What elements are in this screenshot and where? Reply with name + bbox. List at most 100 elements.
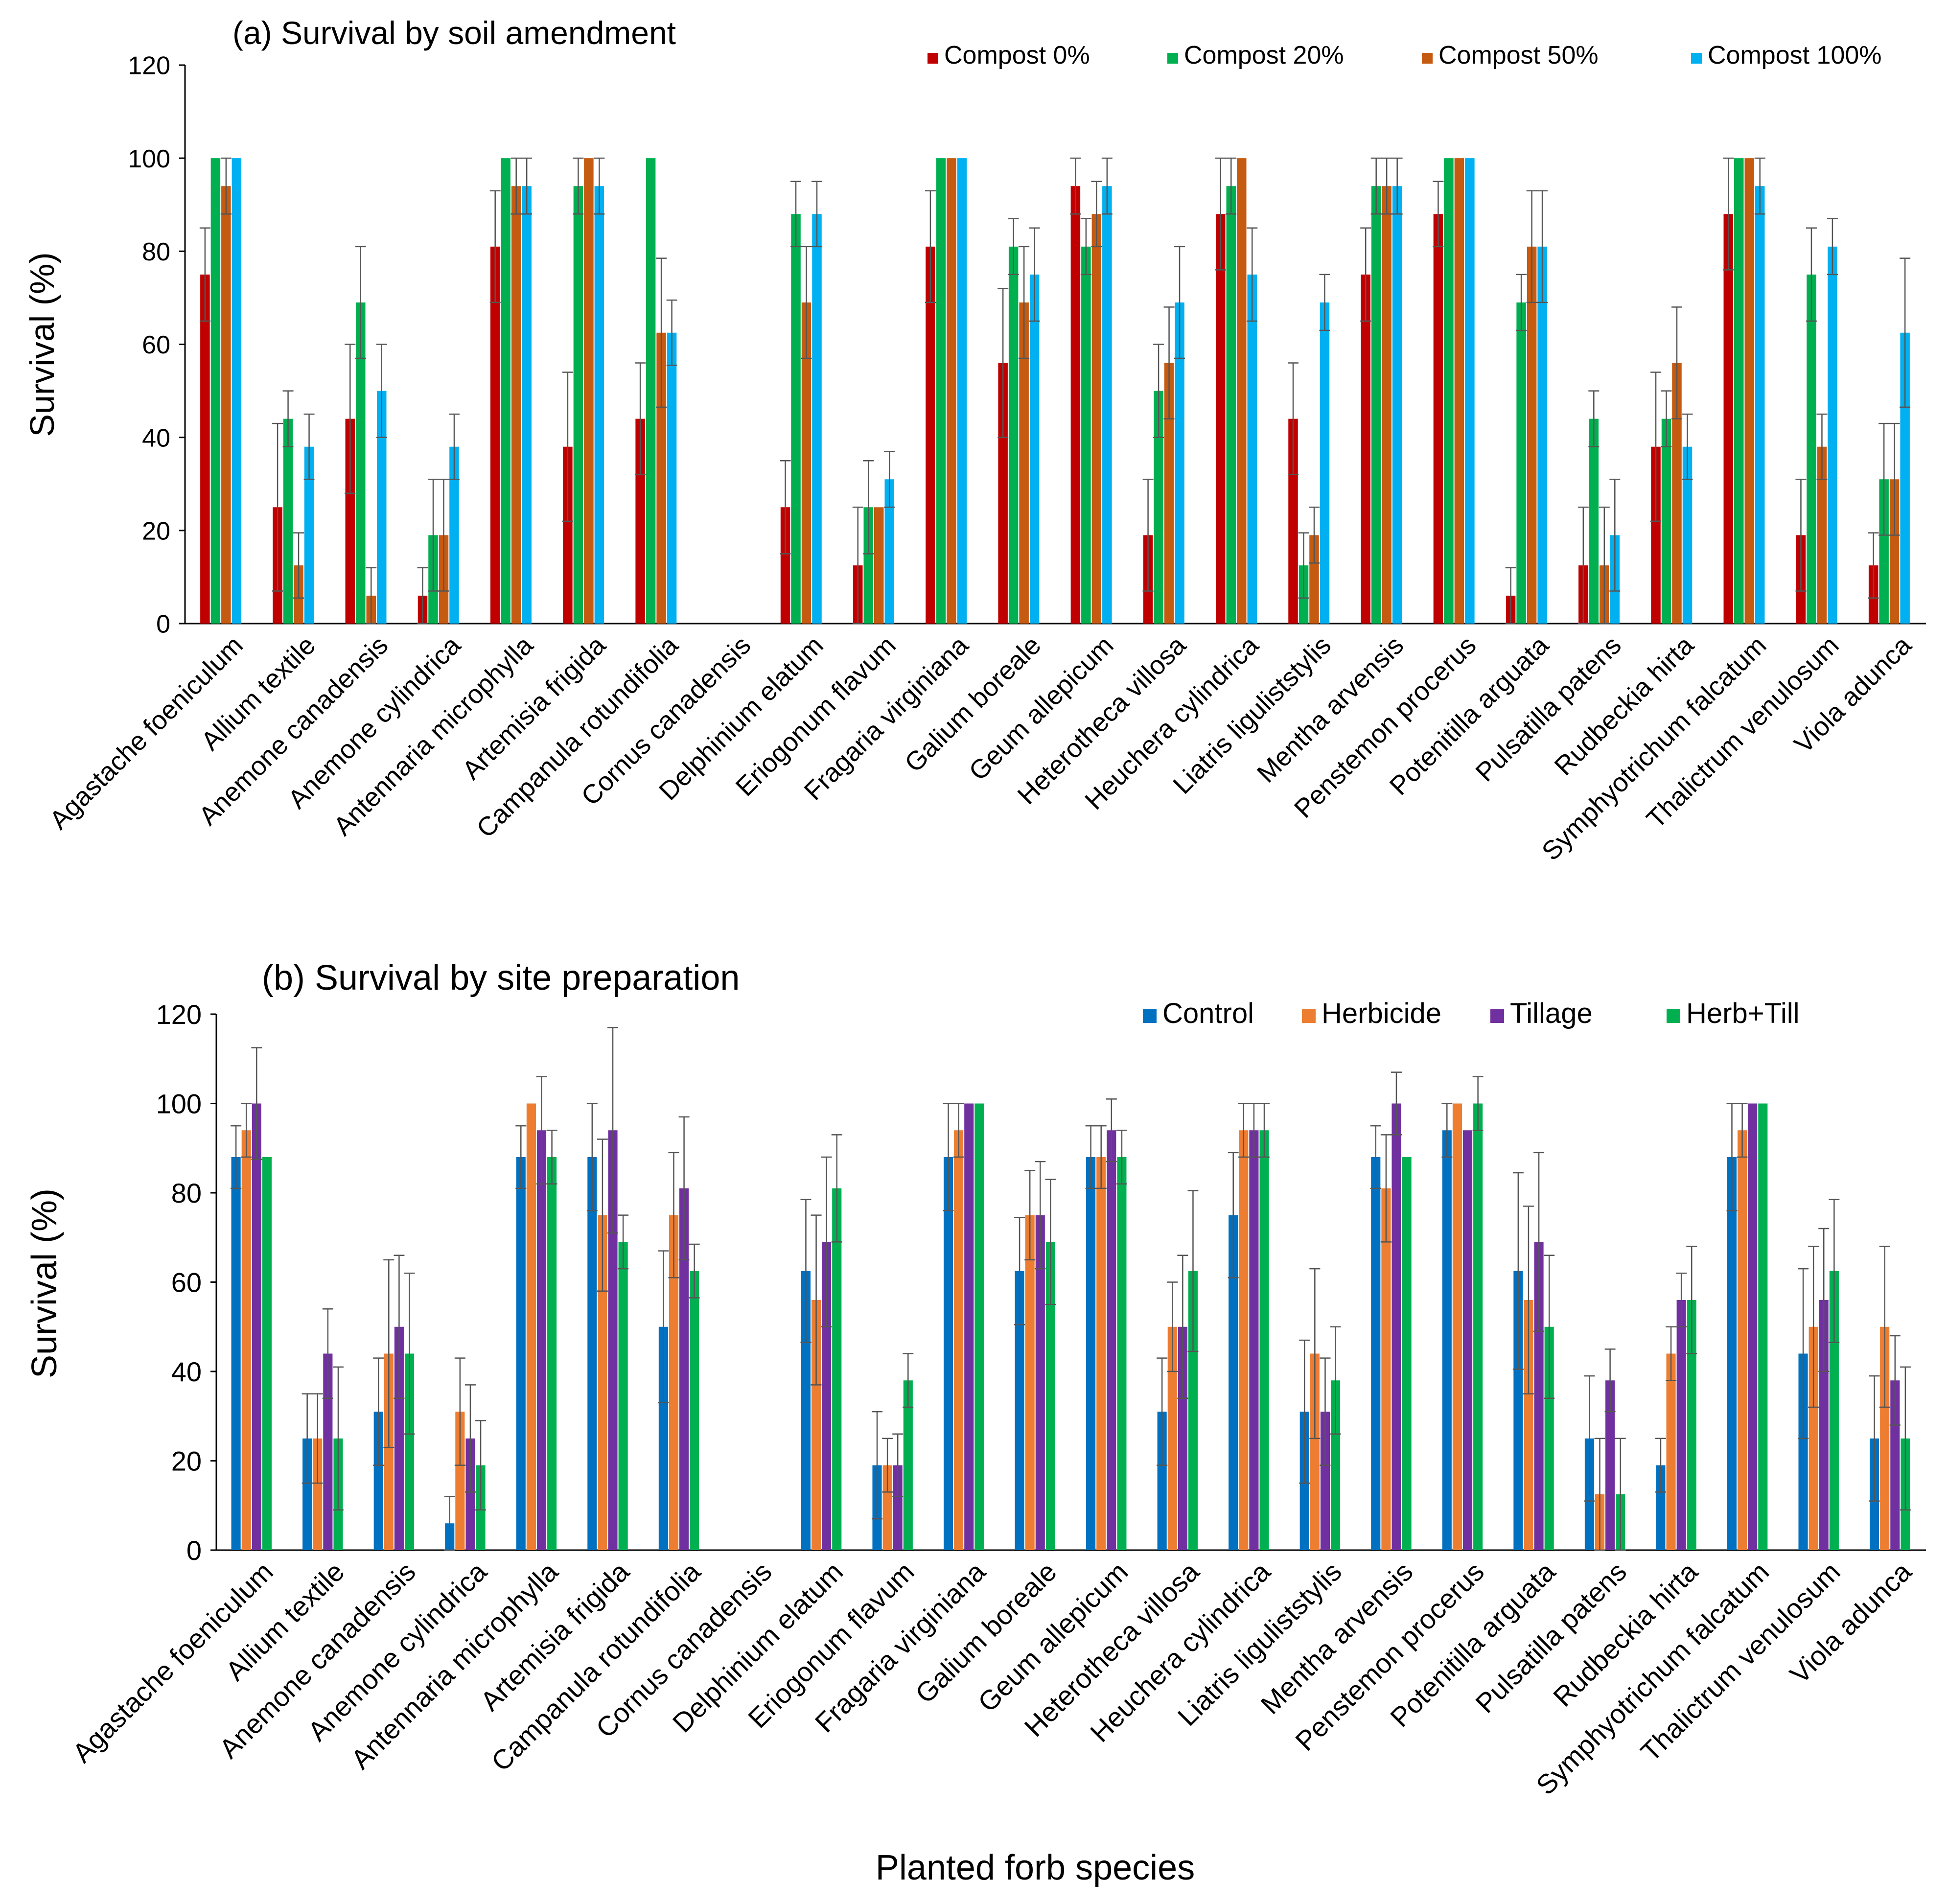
bar [1402, 1157, 1412, 1550]
bar [1534, 1242, 1544, 1550]
bar [1513, 1271, 1523, 1550]
bar [1651, 446, 1661, 624]
bar [926, 246, 935, 624]
y-tick-label: 80 [171, 1178, 202, 1208]
bar [1259, 1130, 1269, 1550]
bar [1288, 418, 1298, 624]
bar [1178, 1326, 1187, 1550]
bar [812, 214, 822, 624]
bar [1239, 1130, 1249, 1550]
bar [656, 332, 666, 624]
bar [522, 186, 532, 624]
bar [1452, 1103, 1462, 1550]
legend-entry: Tillage [1510, 998, 1593, 1029]
bar [1216, 214, 1226, 624]
bar [547, 1157, 557, 1550]
bar [1817, 446, 1827, 624]
bar [1433, 214, 1443, 624]
bar [511, 186, 521, 624]
bar [801, 302, 812, 624]
bar [893, 1465, 903, 1550]
bar [1880, 1326, 1890, 1550]
bar [1829, 1271, 1839, 1550]
y-tick-label: 80 [142, 238, 170, 266]
bar [490, 246, 500, 624]
bar [1828, 246, 1837, 624]
bar [573, 186, 583, 624]
bar [1687, 1300, 1696, 1550]
bar [801, 1271, 811, 1550]
bar [1605, 1380, 1615, 1550]
bar [1589, 418, 1599, 624]
bar [1081, 246, 1091, 624]
bar [957, 158, 967, 624]
bar [1382, 186, 1391, 624]
y-tick-label: 40 [142, 424, 170, 452]
legend-entry: Compost 20% [1184, 41, 1344, 70]
bar [1310, 1353, 1320, 1550]
bar [936, 158, 946, 624]
bar [1381, 1188, 1391, 1550]
bar [323, 1353, 333, 1550]
bar [1544, 1326, 1554, 1550]
bar [1167, 1326, 1177, 1550]
bar [302, 1438, 312, 1550]
bar [1019, 302, 1029, 624]
bar [1035, 1215, 1045, 1550]
bar [1330, 1380, 1341, 1550]
bar [1320, 302, 1330, 624]
bar [874, 507, 884, 624]
bar [465, 1438, 475, 1550]
bar [232, 158, 242, 624]
y-tick-label: 120 [128, 52, 170, 80]
bar [1524, 1300, 1533, 1550]
bar [210, 158, 221, 624]
bar [373, 1412, 383, 1550]
bar [1758, 1103, 1768, 1550]
legend-entry: Compost 50% [1438, 41, 1599, 70]
bar [587, 1157, 597, 1550]
legend-swatch [1143, 1009, 1157, 1023]
bar [200, 274, 210, 624]
bar [1157, 1412, 1167, 1550]
bar [262, 1157, 272, 1550]
y-tick-label: 60 [142, 331, 170, 359]
bar [455, 1412, 465, 1550]
y-tick-label: 0 [186, 1535, 202, 1566]
bar [1096, 1157, 1106, 1550]
y-tick-label: 20 [171, 1446, 202, 1477]
bar [646, 158, 656, 624]
panel-b: (b) Survival by site preparation Survival… [25, 958, 1926, 1801]
bar [1029, 274, 1040, 624]
bar [1392, 186, 1402, 624]
bar [283, 418, 293, 624]
bar [1879, 479, 1889, 624]
bar [1371, 1157, 1381, 1550]
bar [812, 1300, 821, 1550]
bar [241, 1130, 251, 1550]
bar [449, 446, 459, 624]
panel-a: (a) Survival by soil amendment Survival (… [23, 15, 1926, 866]
bar [863, 507, 873, 624]
bar [1154, 391, 1163, 624]
bar [563, 446, 573, 624]
bar [313, 1438, 323, 1550]
legend-swatch [1302, 1009, 1316, 1023]
bar [1900, 332, 1910, 624]
legend-entry: Herb+Till [1686, 998, 1800, 1029]
bar [1516, 302, 1526, 624]
bar [1748, 1103, 1758, 1550]
bar [1249, 1130, 1259, 1550]
bar [356, 302, 366, 624]
y-tick-label: 60 [171, 1267, 202, 1298]
bar [954, 1130, 964, 1550]
y-axis-label: Survival (%) [23, 252, 61, 437]
bar [304, 446, 314, 624]
bar [1025, 1215, 1035, 1550]
bar [1391, 1103, 1401, 1550]
bar [1086, 1157, 1096, 1550]
bar [1723, 214, 1733, 624]
legend-entry: Compost 0% [944, 41, 1090, 70]
bar [1807, 274, 1816, 624]
bar [536, 1130, 547, 1550]
